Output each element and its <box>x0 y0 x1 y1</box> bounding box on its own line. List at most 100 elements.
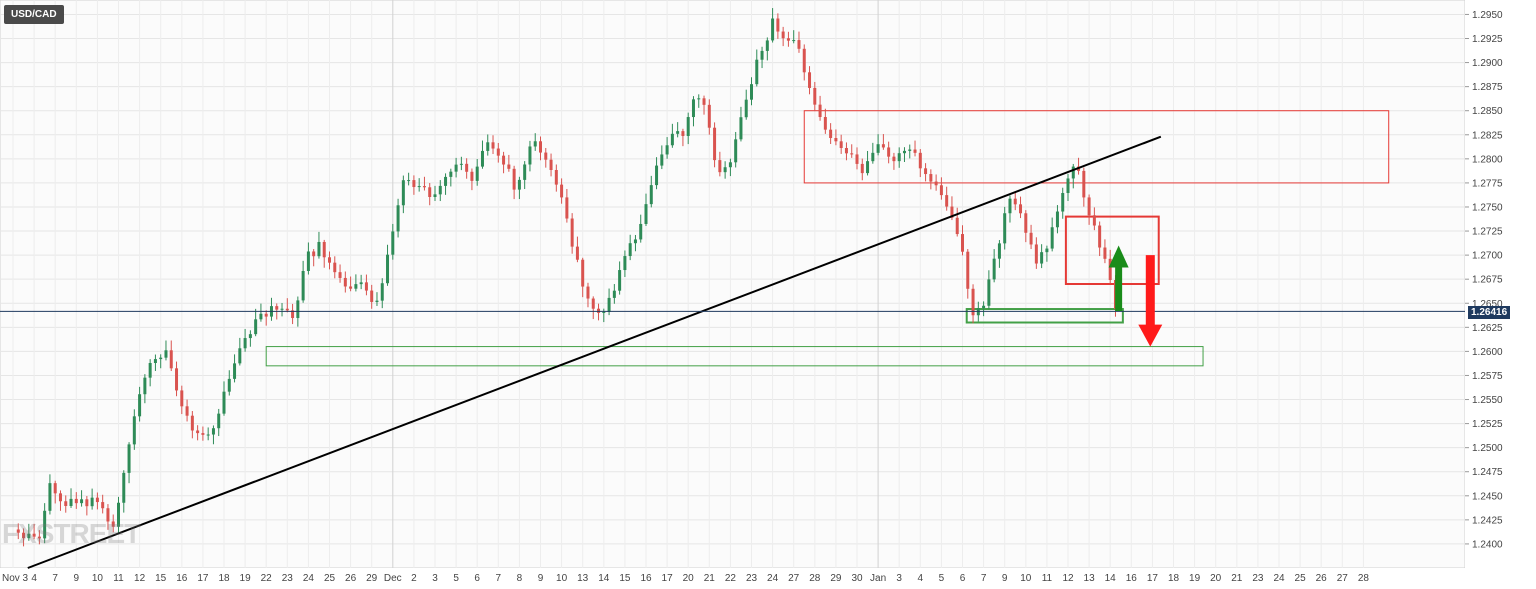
x-tick-label: 3 <box>432 573 438 584</box>
candle-bearish <box>22 532 26 539</box>
arrow-down-icon <box>1138 255 1163 347</box>
x-tick-label: 28 <box>809 573 821 584</box>
trendline <box>27 135 1162 569</box>
candle-bullish <box>982 305 986 309</box>
y-tick-label: 1.2950 <box>1472 10 1503 21</box>
candle-bearish <box>322 241 326 258</box>
y-tick-label: 1.2450 <box>1472 491 1503 502</box>
x-tick-label: 23 <box>1252 573 1264 584</box>
x-tick-label: 20 <box>683 573 695 584</box>
x-tick-label: 16 <box>1126 573 1138 584</box>
x-tick-label: 9 <box>74 573 80 584</box>
x-tick-label: 16 <box>176 573 188 584</box>
x-tick-label: 11 <box>113 573 124 584</box>
candle-bearish <box>786 38 790 41</box>
candle-bearish <box>196 430 200 434</box>
candle-bearish <box>855 154 859 164</box>
x-tick-label: 14 <box>598 573 610 584</box>
candle-bullish <box>444 176 448 186</box>
candle-bearish <box>491 142 495 149</box>
candle-bullish <box>127 444 131 473</box>
candle-bearish <box>502 155 506 165</box>
candle-bearish <box>881 144 885 148</box>
y-tick-label: 1.2700 <box>1472 251 1503 262</box>
resistance-zone <box>803 110 1390 184</box>
candle-bullish <box>1045 248 1049 253</box>
candle-bearish <box>823 117 827 130</box>
x-tick-label: 5 <box>939 573 945 584</box>
candle-bullish <box>528 146 532 165</box>
candle-bearish <box>53 483 57 494</box>
candle-bullish <box>475 166 479 181</box>
y-tick-label: 1.2800 <box>1472 154 1503 165</box>
y-tick-label: 1.2900 <box>1472 58 1503 69</box>
candle-bearish <box>95 497 99 503</box>
candle-bullish <box>433 194 437 198</box>
candle-bearish <box>1024 213 1028 233</box>
candle-bullish <box>317 241 321 257</box>
x-tick-label: 18 <box>1168 573 1180 584</box>
x-tick-label: 28 <box>1358 573 1370 584</box>
candle-bearish <box>16 529 20 533</box>
candle-bearish <box>776 18 780 32</box>
x-tick-label: 11 <box>1042 573 1053 584</box>
candle-bullish <box>633 239 637 244</box>
candle-bearish <box>713 127 717 161</box>
candle-bearish <box>1013 198 1017 205</box>
candle-bullish <box>222 391 226 414</box>
candle-bearish <box>1092 215 1096 226</box>
x-tick-label: 7 <box>496 573 502 584</box>
candle-bullish <box>486 142 490 151</box>
candle-bullish <box>211 428 215 435</box>
x-tick-label: 4 <box>31 573 37 584</box>
x-tick-label: 17 <box>197 573 209 584</box>
x-tick-label: 9 <box>538 573 544 584</box>
candle-bearish <box>591 298 595 309</box>
candle-bearish <box>64 501 68 506</box>
candle-bearish <box>971 288 975 316</box>
x-tick-label: 22 <box>261 573 273 584</box>
candle-bullish <box>148 363 152 378</box>
x-tick-label: 29 <box>830 573 842 584</box>
candle-bullish <box>227 378 231 392</box>
candle-bullish <box>138 394 142 417</box>
x-tick-label: 27 <box>1337 573 1349 584</box>
candle-bullish <box>533 141 537 147</box>
candle-bearish <box>275 306 279 310</box>
candle-bearish <box>422 186 426 188</box>
candle-bearish <box>681 131 685 136</box>
candle-bearish <box>961 234 964 252</box>
y-tick-label: 1.2525 <box>1472 419 1503 430</box>
candle-bullish <box>655 165 659 186</box>
plot-area <box>0 0 1466 569</box>
candle-bearish <box>844 147 848 154</box>
candle-bullish <box>623 256 627 271</box>
candle-bearish <box>349 286 353 289</box>
candle-bearish <box>918 152 922 169</box>
candle-bullish <box>407 180 411 182</box>
x-tick-label: 7 <box>981 573 987 584</box>
candle-bullish <box>739 117 743 140</box>
candle-bearish <box>924 168 928 175</box>
candle-bullish <box>391 231 395 255</box>
candle-bullish <box>755 59 759 85</box>
candle-bearish <box>32 533 36 537</box>
candle-bullish <box>750 84 753 100</box>
resistance-zone <box>1064 215 1160 285</box>
candle-bullish <box>697 98 701 100</box>
candle-bullish <box>618 270 622 291</box>
candle-bearish <box>929 174 933 182</box>
candle-bullish <box>1050 227 1054 249</box>
y-tick-label: 1.2425 <box>1472 515 1503 526</box>
candle-bullish <box>217 413 221 429</box>
candle-bearish <box>285 308 289 311</box>
candle-bearish <box>470 171 474 181</box>
candle-bullish <box>644 204 648 224</box>
candle-bullish <box>396 205 400 232</box>
x-tick-label: 26 <box>1316 573 1328 584</box>
symbol-label[interactable]: USD/CAD <box>4 5 64 24</box>
x-tick-label: 23 <box>282 573 294 584</box>
candle-bullish <box>449 171 453 177</box>
candle-bullish <box>866 161 870 174</box>
candle-bearish <box>707 104 711 128</box>
